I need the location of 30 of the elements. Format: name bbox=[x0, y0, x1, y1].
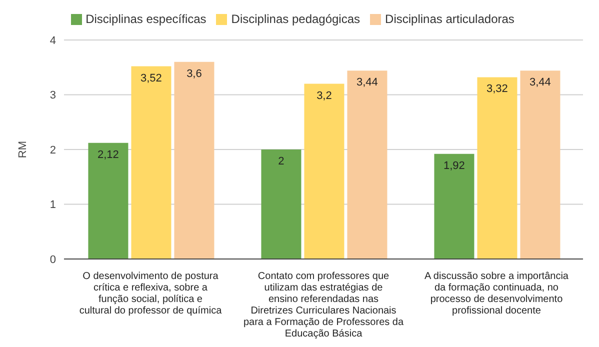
bar bbox=[174, 62, 214, 259]
bar bbox=[477, 77, 518, 259]
data-label: 1,92 bbox=[444, 160, 465, 172]
bar bbox=[131, 66, 172, 259]
legend-label: Disciplinas pedagógicas bbox=[231, 12, 360, 26]
x-tick-label: Contato com professores que utilizam das estratégias de ensino referendadas nas Diretrizes Curriculares Nacionais para a Formação de Professores da Educação Básica bbox=[243, 271, 404, 340]
y-tick-label: 2 bbox=[50, 144, 56, 156]
y-tick-label: 1 bbox=[50, 199, 56, 212]
bar bbox=[88, 142, 128, 259]
bar bbox=[434, 154, 474, 259]
bar bbox=[261, 150, 302, 259]
data-label: 3,44 bbox=[530, 76, 551, 89]
bar bbox=[347, 70, 388, 259]
data-label: 3,6 bbox=[186, 68, 202, 80]
x-tick-label: O desenvolvimento de postura crítica e reflexiva, sobre a função social, política e cultural do professor de química bbox=[79, 271, 222, 316]
y-tick-label: 3 bbox=[50, 90, 56, 102]
data-label: 3,2 bbox=[316, 90, 332, 102]
y-tick-label: 0 bbox=[50, 254, 56, 266]
legend-label: Disciplinas específicas bbox=[86, 12, 206, 26]
x-tick-label: A discussão sobre a importância da formação continuada, no processo de desenvolvimento profissional docente bbox=[424, 271, 569, 316]
data-label: 3,52 bbox=[140, 72, 162, 84]
legend-label: Disciplinas articuladoras bbox=[385, 12, 514, 26]
data-label: 3,32 bbox=[486, 83, 508, 96]
bar bbox=[520, 70, 560, 259]
bar bbox=[304, 84, 344, 259]
y-axis-title: RM bbox=[16, 140, 29, 158]
data-label: 2,12 bbox=[98, 148, 119, 161]
data-label: 3,44 bbox=[356, 76, 378, 89]
data-label: 2 bbox=[278, 156, 284, 168]
y-tick-label: 4 bbox=[50, 34, 56, 47]
